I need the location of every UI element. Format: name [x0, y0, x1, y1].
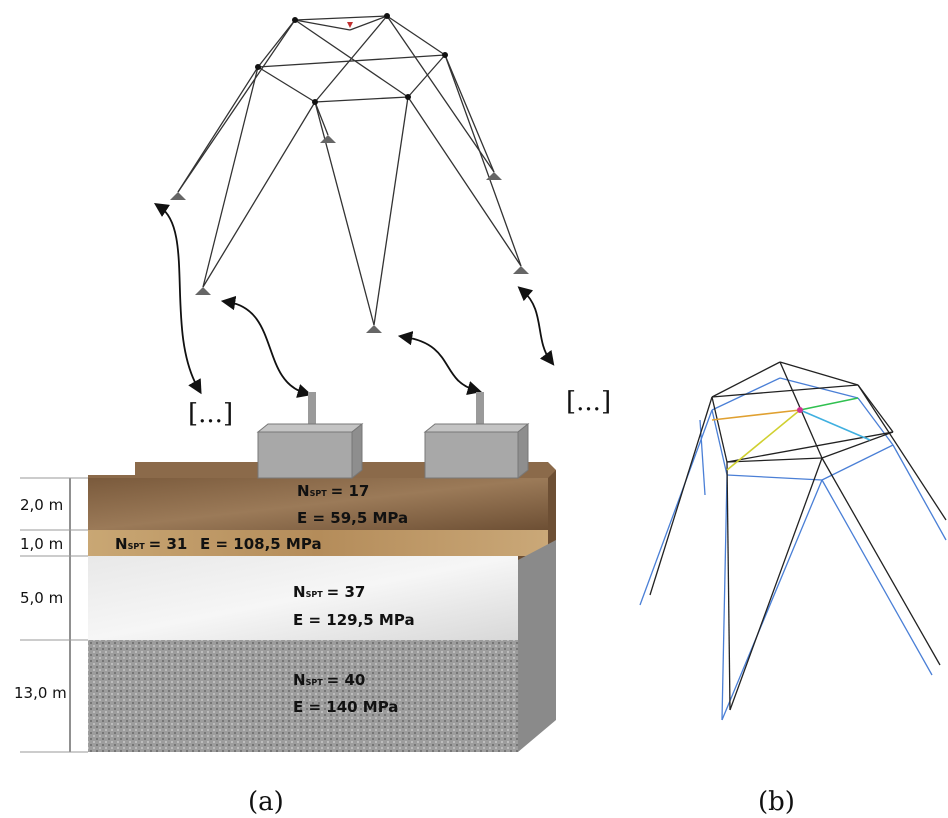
thickness: 5,0 m [20, 589, 63, 607]
truss-b [640, 362, 946, 720]
nspt: NSPT= 40 [293, 671, 365, 689]
link-arrows [160, 207, 550, 393]
nspt: NSPT= 37 [293, 583, 365, 601]
thickness: 13,0 m [14, 684, 67, 702]
thickness: 1,0 m [20, 535, 63, 553]
ellipsis: [...] [188, 399, 233, 429]
nspt: NSPT= 17 [297, 482, 369, 500]
modulus: E = 129,5 MPa [293, 611, 415, 629]
caption: (b) [758, 787, 795, 817]
thickness: 2,0 m [20, 496, 63, 514]
truss-a [170, 13, 529, 333]
modulus: E = 108,5 MPa [200, 535, 322, 553]
dimension-line [20, 478, 88, 752]
caption: (a) [248, 787, 284, 817]
modulus: E = 59,5 MPa [297, 509, 408, 527]
ellipsis: [...] [566, 387, 611, 417]
nspt: NSPT= 31 [115, 535, 187, 553]
modulus: E = 140 MPa [293, 698, 398, 716]
figure: [...] [...] 2,0 m 1,0 m 5,0 m 13,0 m NSP… [0, 0, 948, 818]
